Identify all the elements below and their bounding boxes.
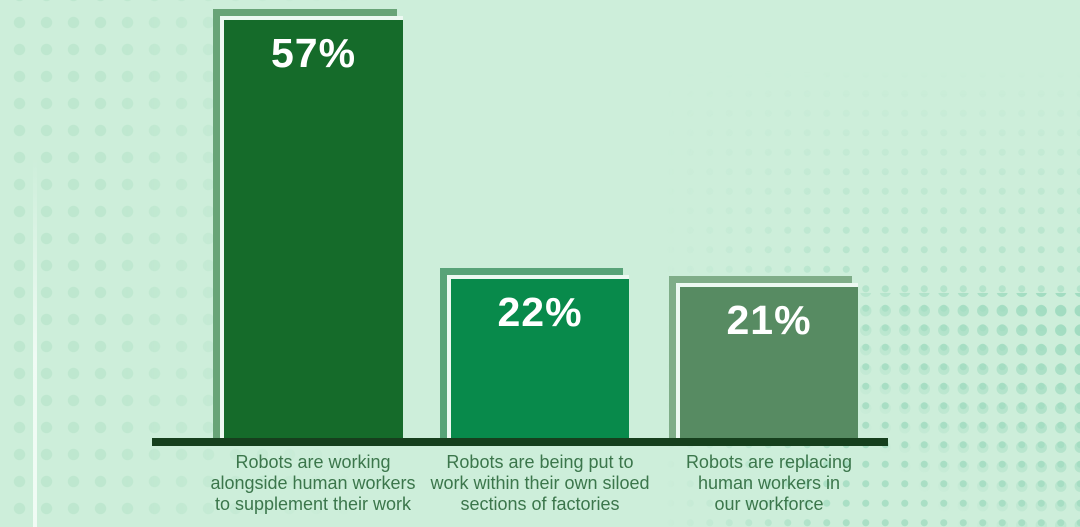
category-label-siloed-sections: Robots are being put to work within thei… — [430, 452, 650, 514]
bar-fill: 21% — [676, 283, 858, 438]
bar-value-label: 21% — [726, 297, 812, 343]
bar-supplement-work: 57% — [213, 9, 403, 438]
bar-siloed-sections: 22% — [440, 268, 629, 438]
category-label-replacing-workers: Robots are replacing human workers in ou… — [685, 452, 853, 514]
bar-value-label: 22% — [497, 289, 583, 335]
bar-value-label: 57% — [270, 30, 357, 76]
x-axis-baseline — [152, 438, 888, 446]
decorative-white-line — [33, 158, 37, 527]
bar-fill: 57% — [220, 16, 403, 438]
bar-replacing-workers: 21% — [669, 276, 858, 438]
category-label-supplement-work: Robots are working alongside human worke… — [210, 452, 416, 514]
bar-fill: 22% — [447, 275, 629, 438]
